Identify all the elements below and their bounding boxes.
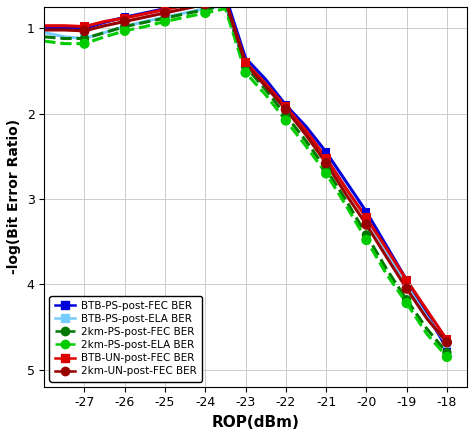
Point <box>201 6 209 13</box>
Point <box>161 6 169 13</box>
Point <box>161 5 169 12</box>
Point <box>121 14 128 21</box>
Point <box>121 18 128 25</box>
Point <box>282 117 290 124</box>
Point <box>403 285 410 292</box>
Point <box>443 349 451 356</box>
Point <box>443 336 451 343</box>
Point <box>322 149 330 156</box>
Point <box>242 69 249 76</box>
Point <box>121 28 128 35</box>
Point <box>201 10 209 17</box>
Point <box>443 354 451 361</box>
Point <box>363 231 370 238</box>
Point <box>403 277 410 284</box>
Point <box>161 14 169 21</box>
Point <box>403 277 410 284</box>
Point <box>443 339 451 346</box>
Point <box>363 236 370 243</box>
Point <box>363 208 370 215</box>
Point <box>282 112 290 119</box>
Point <box>201 0 209 3</box>
Point <box>201 5 209 12</box>
X-axis label: ROP(dBm): ROP(dBm) <box>212 415 300 430</box>
Point <box>81 35 88 42</box>
Point <box>81 28 88 35</box>
Point <box>403 300 410 307</box>
Point <box>403 283 410 290</box>
Point <box>282 102 290 109</box>
Point <box>363 221 370 228</box>
Point <box>121 23 128 30</box>
Point <box>363 214 370 221</box>
Point <box>161 10 169 17</box>
Point <box>322 155 330 162</box>
Point <box>322 160 330 166</box>
Point <box>121 23 128 30</box>
Point <box>81 23 88 30</box>
Point <box>282 103 290 110</box>
Point <box>443 345 451 352</box>
Point <box>322 155 330 162</box>
Point <box>161 18 169 25</box>
Point <box>363 214 370 221</box>
Point <box>242 63 249 70</box>
Point <box>161 14 169 21</box>
Point <box>201 0 209 6</box>
Point <box>403 296 410 303</box>
Y-axis label: -log(Bit Error Ratio): -log(Bit Error Ratio) <box>7 119 21 274</box>
Point <box>121 14 128 21</box>
Point <box>282 106 290 113</box>
Legend: BTB-PS-post-FEC BER, BTB-PS-post-ELA BER, 2km-PS-post-FEC BER, 2km-PS-post-ELA B: BTB-PS-post-FEC BER, BTB-PS-post-ELA BER… <box>49 295 201 382</box>
Point <box>443 340 451 347</box>
Point <box>81 35 88 42</box>
Point <box>81 40 88 47</box>
Point <box>81 25 88 32</box>
Point <box>322 170 330 177</box>
Point <box>282 106 290 113</box>
Point <box>322 166 330 173</box>
Point <box>201 1 209 8</box>
Point <box>242 59 249 66</box>
